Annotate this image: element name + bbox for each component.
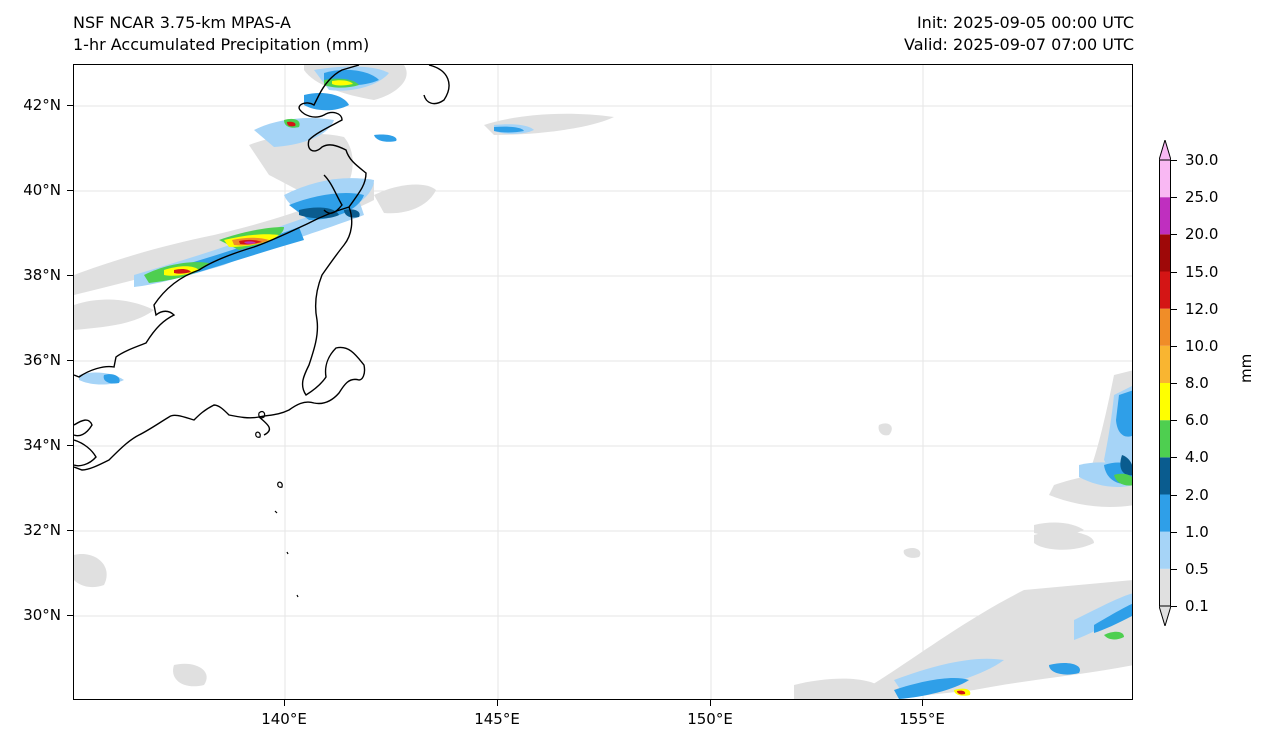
lat-label: 40°N [23,181,61,199]
lat-label: 42°N [23,96,61,114]
colorbar-segment [1159,457,1171,495]
map-svg [74,65,1132,699]
islands [255,411,299,598]
colorbar-tick [1171,606,1177,607]
valid-time: Valid: 2025-09-07 07:00 UTC [903,35,1134,54]
precip-1p0 [103,69,1132,699]
colorbar-tick-label: 30.0 [1185,151,1219,169]
colorbar-tick [1171,420,1177,422]
colorbar-tick [1171,160,1177,161]
colorbar-tick [1171,531,1177,533]
model-name: NSF NCAR 3.75-km MPAS-A [73,13,291,32]
colorbar-tick [1171,383,1177,384]
lat-tick [67,275,73,276]
lon-tick [497,700,498,706]
lat-label: 32°N [23,521,61,539]
init-time: Init: 2025-09-05 00:00 UTC [916,13,1134,32]
colorbar-tick-label: 4.0 [1185,448,1209,467]
colorbar-units: mm [1237,353,1255,383]
colorbar-segment [1159,494,1171,532]
precip-2p0 [299,207,1132,476]
lon-label: 145°E [474,710,520,728]
lon-label: 150°E [687,710,733,728]
lat-label: 38°N [23,266,61,284]
lat-label: 36°N [23,351,61,369]
lon-label: 140°E [261,710,307,728]
lat-tick [67,190,73,191]
colorbar-tick-label: 25.0 [1185,188,1219,207]
colorbar-tick-label: 0.1 [1185,597,1209,615]
lat-tick [67,105,73,106]
field-name: 1-hr Accumulated Precipitation (mm) [73,35,370,54]
lat-label: 34°N [23,436,61,454]
colorbar-tick-label: 10.0 [1185,336,1219,355]
lon-label: 155°E [899,710,945,728]
colorbar-tick-label: 6.0 [1185,411,1209,430]
colorbar-tick [1171,568,1177,570]
colorbar-segment [1159,308,1171,346]
colorbar-tick [1171,271,1177,273]
colorbar-segment [1159,383,1171,421]
colorbar-tick [1171,457,1177,459]
colorbar-tick-label: 8.0 [1185,374,1209,392]
colorbar-tick [1171,234,1177,236]
colorbar-tick-label: 20.0 [1185,225,1219,244]
chart-title-right: Init: 2025-09-05 00:00 UTC Valid: 2025-0… [904,12,1134,56]
precip-0p1 [74,65,1132,699]
colorbar-tick-label: 15.0 [1185,262,1219,281]
colorbar-tick [1171,494,1177,496]
colorbar-tick-label: 12.0 [1185,299,1219,318]
colorbar [1159,140,1171,626]
colorbar-tick-label: 0.5 [1185,559,1209,578]
colorbar-segment [1159,345,1171,383]
colorbar-segment [1159,197,1171,235]
graticule [74,65,1132,699]
lat-tick [67,615,73,616]
lat-tick [67,530,73,531]
lon-tick [284,700,285,706]
coastline [74,65,450,471]
lat-label: 30°N [23,606,61,624]
colorbar-segment [1159,420,1171,458]
chart-title-left: NSF NCAR 3.75-km MPAS-A 1-hr Accumulated… [73,12,369,56]
lat-tick [67,445,73,446]
lat-tick [67,360,73,361]
colorbar-tick [1171,345,1177,347]
colorbar-segment [1159,531,1171,569]
colorbar-segment [1159,568,1171,606]
colorbar-segment [1159,271,1171,309]
colorbar-tick [1171,197,1177,199]
lon-tick [922,700,923,706]
colorbar-tick-label: 2.0 [1185,485,1209,504]
precip-heavy [144,78,1132,696]
precip-0p5 [79,66,1132,695]
map-panel [73,64,1133,700]
colorbar-segment [1159,160,1171,198]
colorbar-tick-label: 1.0 [1185,522,1209,541]
colorbar-segment [1159,234,1171,272]
lon-tick [710,700,711,706]
colorbar-tick [1171,308,1177,310]
